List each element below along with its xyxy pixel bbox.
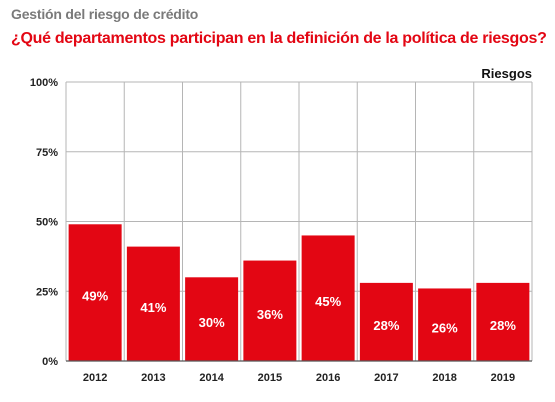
y-tick-label: 50%: [36, 217, 58, 229]
y-tick-label: 0%: [42, 356, 58, 368]
series-label: Riesgos: [481, 66, 532, 81]
bar: [185, 277, 239, 361]
bar: [126, 246, 180, 361]
bar-value-label: 26%: [432, 321, 458, 336]
bar: [476, 282, 530, 361]
chart-title: ¿Qué departamentos participan en la defi…: [11, 30, 547, 47]
bar-value-label: 28%: [490, 318, 516, 333]
bar-value-label: 45%: [315, 294, 341, 309]
bar-value-labels: 49% 41% 30% 36% 45% 28% 26% 28%: [82, 289, 516, 336]
x-tick-label: 2013: [141, 372, 165, 384]
x-tick-label: 2017: [374, 372, 398, 384]
bar-value-label: 49%: [82, 289, 108, 304]
bar: [418, 288, 472, 361]
x-tick-label: 2018: [432, 372, 456, 384]
bar-value-label: 28%: [373, 318, 399, 333]
bar-value-label: 30%: [199, 315, 225, 330]
axes: 0% 25% 50% 75% 100% 2012 2013 2014 2015 2016 2017 2…: [30, 77, 532, 384]
bar: [243, 260, 297, 361]
bar: [68, 224, 122, 361]
y-tick-label: 25%: [36, 286, 58, 298]
x-tick-label: 2016: [316, 372, 340, 384]
bars: [68, 224, 530, 361]
bar-value-label: 36%: [257, 307, 283, 322]
chart-subtitle: Gestión del riesgo de crédito: [11, 6, 199, 22]
x-tick-label: 2019: [491, 372, 515, 384]
bar: [359, 282, 413, 361]
x-tick-label: 2014: [199, 372, 224, 384]
x-tick-label: 2012: [83, 372, 107, 384]
bar: [301, 235, 355, 361]
y-tick-label: 100%: [30, 77, 58, 89]
bar-value-label: 41%: [140, 300, 166, 315]
x-tick-label: 2015: [258, 372, 282, 384]
y-tick-label: 75%: [36, 147, 58, 159]
